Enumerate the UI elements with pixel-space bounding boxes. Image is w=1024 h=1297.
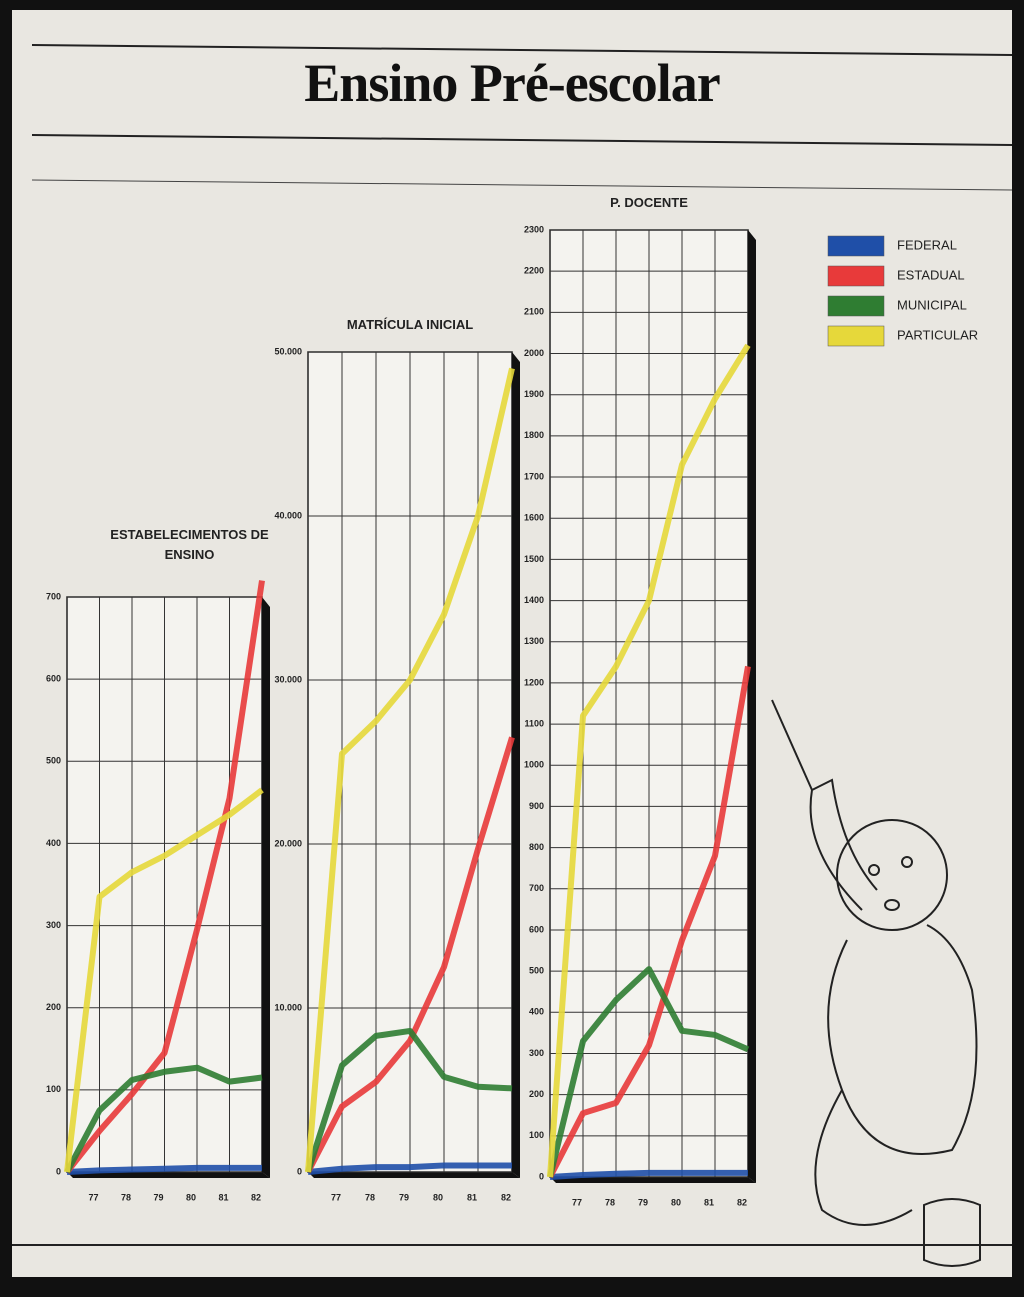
legend-label: MUNICIPAL xyxy=(897,297,967,312)
y-tick-label: 2300 xyxy=(524,224,544,234)
y-tick-label: 1200 xyxy=(524,677,544,687)
y-tick-label: 0 xyxy=(56,1166,61,1176)
x-tick-label: 82 xyxy=(251,1192,261,1202)
y-tick-label: 50.000 xyxy=(274,346,302,356)
x-tick-label: 79 xyxy=(638,1197,648,1207)
x-tick-label: 77 xyxy=(331,1192,341,1202)
y-tick-label: 1100 xyxy=(524,718,544,728)
y-tick-label: 1000 xyxy=(524,760,544,770)
x-tick-label: 79 xyxy=(153,1192,163,1202)
y-tick-label: 100 xyxy=(46,1084,61,1094)
chart-title: ESTABELECIMENTOS DE ENSINO xyxy=(110,525,270,565)
y-tick-label: 600 xyxy=(46,674,61,684)
y-tick-label: 2200 xyxy=(524,266,544,276)
y-tick-label: 2100 xyxy=(524,307,544,317)
y-tick-label: 300 xyxy=(529,1048,544,1058)
x-tick-label: 81 xyxy=(704,1197,714,1207)
x-tick-label: 81 xyxy=(218,1192,228,1202)
rule xyxy=(32,135,1012,145)
chart-title: MATRÍCULA INICIAL xyxy=(300,315,520,335)
y-tick-label: 200 xyxy=(529,1089,544,1099)
plot-shadow xyxy=(748,230,756,1183)
x-tick-label: 80 xyxy=(186,1192,196,1202)
y-tick-label: 10.000 xyxy=(274,1002,302,1012)
y-tick-label: 20.000 xyxy=(274,838,302,848)
x-tick-label: 78 xyxy=(365,1192,375,1202)
y-tick-label: 1300 xyxy=(524,636,544,646)
legend-label: FEDERAL xyxy=(897,237,957,252)
page: 0 100 200 300 400 500 600 700 77 78 79 80 81 82 0 10.00… xyxy=(12,10,1012,1277)
y-tick-label: 30.000 xyxy=(274,674,302,684)
y-tick-label: 2000 xyxy=(524,348,544,358)
y-tick-label: 600 xyxy=(529,924,544,934)
y-tick-label: 300 xyxy=(46,920,61,930)
y-tick-label: 100 xyxy=(529,1130,544,1140)
x-tick-label: 81 xyxy=(467,1192,477,1202)
y-tick-label: 700 xyxy=(46,591,61,601)
x-tick-label: 78 xyxy=(605,1197,615,1207)
y-tick-label: 900 xyxy=(529,801,544,811)
plot-shadow xyxy=(512,352,520,1178)
x-tick-label: 80 xyxy=(433,1192,443,1202)
x-tick-label: 77 xyxy=(88,1192,98,1202)
chart-area: 0 100 200 300 400 500 600 700 77 78 79 80 81 82 0 10.00… xyxy=(12,10,1012,1277)
legend-swatch xyxy=(828,326,884,346)
illustration xyxy=(772,700,980,1266)
legend-label: PARTICULAR xyxy=(897,327,978,342)
y-tick-label: 400 xyxy=(529,1007,544,1017)
legend-swatch xyxy=(828,236,884,256)
x-tick-label: 77 xyxy=(572,1197,582,1207)
y-tick-label: 1600 xyxy=(524,513,544,523)
y-tick-label: 1800 xyxy=(524,430,544,440)
y-tick-label: 0 xyxy=(539,1171,544,1181)
legend-label: ESTADUAL xyxy=(897,267,965,282)
legend-swatch xyxy=(828,296,884,316)
x-tick-label: 82 xyxy=(737,1197,747,1207)
y-tick-label: 800 xyxy=(529,842,544,852)
legend-swatch xyxy=(828,266,884,286)
plot-floor xyxy=(308,1172,520,1178)
y-tick-label: 1500 xyxy=(524,554,544,564)
y-tick-label: 500 xyxy=(46,756,61,766)
chart-title: P. DOCENTE xyxy=(539,193,759,213)
x-tick-label: 82 xyxy=(501,1192,511,1202)
rule xyxy=(32,180,1012,190)
y-tick-label: 0 xyxy=(297,1166,302,1176)
plot-shadow xyxy=(262,597,270,1178)
page-title: Ensino Pré-escolar xyxy=(12,52,1012,114)
y-tick-label: 40.000 xyxy=(274,510,302,520)
x-tick-label: 78 xyxy=(121,1192,131,1202)
y-tick-label: 1900 xyxy=(524,389,544,399)
y-tick-label: 1400 xyxy=(524,595,544,605)
y-tick-label: 1700 xyxy=(524,471,544,481)
y-tick-label: 200 xyxy=(46,1002,61,1012)
y-tick-label: 700 xyxy=(529,883,544,893)
y-tick-label: 500 xyxy=(529,966,544,976)
x-tick-label: 79 xyxy=(399,1192,409,1202)
y-tick-label: 400 xyxy=(46,838,61,848)
x-tick-label: 80 xyxy=(671,1197,681,1207)
